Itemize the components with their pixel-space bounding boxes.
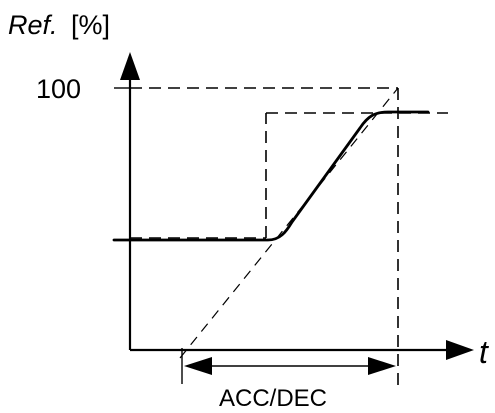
y-axis-label-ref: Ref.	[8, 10, 58, 40]
y-axis-arrowhead	[120, 52, 140, 80]
ramp-slope-extension-line	[179, 87, 399, 359]
x-axis-label: t	[479, 334, 489, 370]
y-axis-label-unit: [%]	[71, 10, 110, 40]
ramped-reference-curve	[112, 110, 430, 242]
span-left-arrowhead	[184, 357, 212, 375]
x-axis-arrowhead	[446, 340, 474, 360]
span-right-arrowhead	[368, 357, 396, 375]
y-axis-label: Ref. [%]	[8, 10, 110, 40]
y-tick-100-label: 100	[36, 74, 81, 104]
acc-dec-label: ACC/DEC	[219, 385, 327, 412]
